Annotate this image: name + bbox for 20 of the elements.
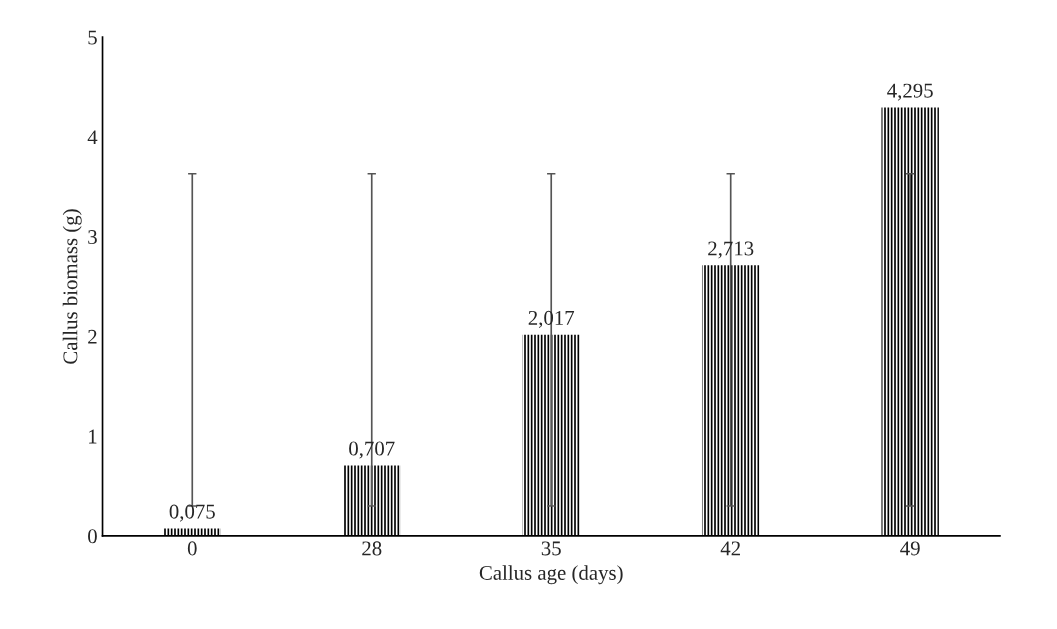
bar: [701, 265, 760, 536]
x-tick-label: 35: [541, 541, 561, 556]
bar: [163, 528, 221, 536]
x-tick-label: 42: [720, 541, 740, 556]
data-label: 4,295: [887, 83, 933, 101]
y-tick-label: 0: [88, 529, 97, 544]
x-tick-label: 0: [187, 541, 197, 556]
x-axis-title: Callus age (days): [479, 565, 623, 585]
y-tick-label: 1: [89, 429, 97, 444]
y-tick-label: 4: [87, 130, 98, 145]
data-label: 0,075: [169, 504, 215, 522]
y-axis-title: Callus biomass (g): [62, 209, 82, 364]
bar: [881, 107, 939, 536]
x-tick-label: 28: [362, 541, 382, 556]
y-tick-label: 2: [88, 329, 97, 344]
bar: [522, 334, 580, 536]
y-tick-label: 3: [88, 230, 97, 245]
x-tick-label: 49: [900, 541, 920, 556]
bar: [343, 465, 401, 536]
y-tick-label: 5: [88, 30, 97, 45]
